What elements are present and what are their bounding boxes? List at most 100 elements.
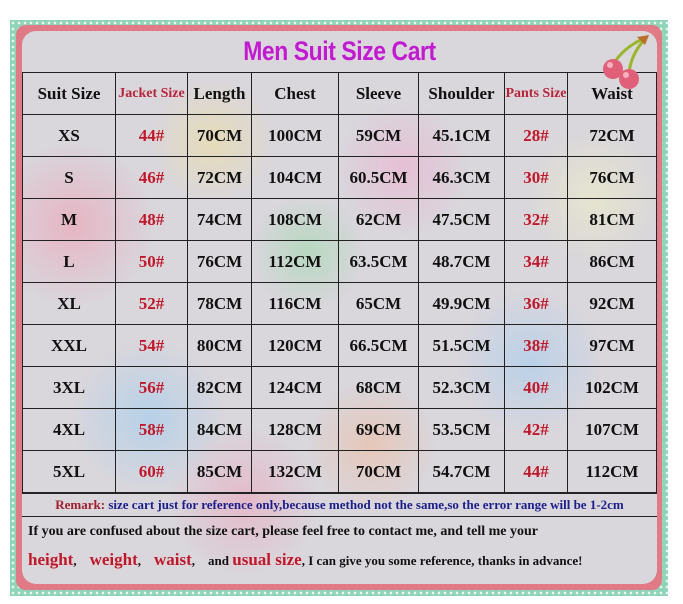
cell-chest: 104CM	[251, 156, 339, 199]
cell-jacket-size: 60#	[115, 450, 188, 493]
pink-frame: Men Suit Size Cart Suit Size Jacket Size…	[16, 25, 662, 590]
cell-chest: 128CM	[251, 408, 339, 451]
cell-pants-size: 44#	[504, 450, 568, 493]
table-row: 4XL 58# 84CM 128CM 69CM 53.5CM 42# 107CM	[22, 408, 657, 451]
cell-sleeve: 69CM	[338, 408, 419, 451]
cell-chest: 108CM	[251, 198, 339, 241]
header-pants-size: Pants Size	[504, 72, 568, 115]
cell-shoulder: 52.3CM	[418, 366, 505, 409]
remark-label: Remark:	[55, 497, 106, 512]
cell-pants-size: 38#	[504, 324, 568, 367]
remark-text: size cart just for reference only,becaus…	[108, 497, 624, 512]
cell-jacket-size: 46#	[115, 156, 188, 199]
header-jacket-size: Jacket Size	[115, 72, 188, 115]
header-sleeve: Sleeve	[338, 72, 419, 115]
header-shoulder: Shoulder	[418, 72, 505, 115]
table-row: 5XL 60# 85CM 132CM 70CM 54.7CM 44# 112CM	[22, 450, 657, 493]
cell-chest: 116CM	[251, 282, 339, 325]
cell-jacket-size: 48#	[115, 198, 188, 241]
cell-waist: 112CM	[567, 450, 657, 493]
contact-note: If you are confused about the size cart,…	[22, 517, 657, 576]
cell-sleeve: 60.5CM	[338, 156, 419, 199]
cell-sleeve: 70CM	[338, 450, 419, 493]
cell-length: 74CM	[187, 198, 252, 241]
cell-sleeve: 63.5CM	[338, 240, 419, 283]
note-line-2: height, weight, waist, and usual size, I…	[28, 550, 583, 569]
cell-sleeve: 62CM	[338, 198, 419, 241]
cell-suit-size: S	[22, 156, 116, 199]
cell-suit-size: 5XL	[22, 450, 116, 493]
cell-waist: 102CM	[567, 366, 657, 409]
table-row: 3XL 56# 82CM 124CM 68CM 52.3CM 40# 102CM	[22, 366, 657, 409]
cell-suit-size: XL	[22, 282, 116, 325]
remark: Remark: size cart just for reference onl…	[22, 493, 657, 517]
header-length: Length	[187, 72, 252, 115]
cell-pants-size: 30#	[504, 156, 568, 199]
header-suit-size: Suit Size	[22, 72, 116, 115]
cell-pants-size: 36#	[504, 282, 568, 325]
cell-jacket-size: 52#	[115, 282, 188, 325]
cell-sleeve: 68CM	[338, 366, 419, 409]
note-height: height	[28, 550, 74, 569]
note-line-1: If you are confused about the size cart,…	[28, 524, 538, 539]
cell-length: 84CM	[187, 408, 252, 451]
size-chart-panel: Men Suit Size Cart Suit Size Jacket Size…	[22, 31, 657, 584]
cell-suit-size: L	[22, 240, 116, 283]
header-waist: Waist	[567, 72, 657, 115]
cell-sleeve: 59CM	[338, 114, 419, 157]
table-row: L 50# 76CM 112CM 63.5CM 48.7CM 34# 86CM	[22, 240, 657, 283]
cell-waist: 72CM	[567, 114, 657, 157]
cell-chest: 112CM	[251, 240, 339, 283]
cell-chest: 120CM	[251, 324, 339, 367]
chart-title: Men Suit Size Cart	[243, 36, 436, 66]
cell-pants-size: 42#	[504, 408, 568, 451]
table-row: XL 52# 78CM 116CM 65CM 49.9CM 36# 92CM	[22, 282, 657, 325]
table-row: XS 44# 70CM 100CM 59CM 45.1CM 28# 72CM	[22, 114, 657, 157]
cell-pants-size: 34#	[504, 240, 568, 283]
cell-shoulder: 49.9CM	[418, 282, 505, 325]
note-and: and	[208, 553, 230, 568]
cell-sleeve: 65CM	[338, 282, 419, 325]
cell-jacket-size: 44#	[115, 114, 188, 157]
cell-suit-size: XS	[22, 114, 116, 157]
cell-length: 78CM	[187, 282, 252, 325]
cell-suit-size: 3XL	[22, 366, 116, 409]
cell-length: 82CM	[187, 366, 252, 409]
table-row: S 46# 72CM 104CM 60.5CM 46.3CM 30# 76CM	[22, 156, 657, 199]
note-usual-size: usual size	[232, 550, 302, 569]
cell-sleeve: 66.5CM	[338, 324, 419, 367]
cell-shoulder: 51.5CM	[418, 324, 505, 367]
cell-shoulder: 48.7CM	[418, 240, 505, 283]
cell-waist: 92CM	[567, 282, 657, 325]
note-weight: weight	[89, 550, 138, 569]
header-chest: Chest	[251, 72, 339, 115]
cell-suit-size: 4XL	[22, 408, 116, 451]
cell-jacket-size: 56#	[115, 366, 188, 409]
note-waist: waist	[154, 550, 192, 569]
cell-suit-size: M	[22, 198, 116, 241]
table-row: M 48# 74CM 108CM 62CM 47.5CM 32# 81CM	[22, 198, 657, 241]
cell-waist: 86CM	[567, 240, 657, 283]
cell-length: 85CM	[187, 450, 252, 493]
cell-chest: 124CM	[251, 366, 339, 409]
size-table: Suit Size Jacket Size Length Chest Sleev…	[22, 72, 657, 493]
cell-jacket-size: 54#	[115, 324, 188, 367]
table-row: XXL 54# 80CM 120CM 66.5CM 51.5CM 38# 97CM	[22, 324, 657, 367]
cell-waist: 97CM	[567, 324, 657, 367]
cell-waist: 107CM	[567, 408, 657, 451]
dotted-border: Men Suit Size Cart Suit Size Jacket Size…	[10, 20, 668, 596]
cherry-icon	[603, 35, 649, 89]
cell-chest: 132CM	[251, 450, 339, 493]
cell-waist: 76CM	[567, 156, 657, 199]
cell-shoulder: 45.1CM	[418, 114, 505, 157]
cell-shoulder: 54.7CM	[418, 450, 505, 493]
note-tail: , I can give you some reference, thanks …	[301, 553, 583, 568]
cell-waist: 81CM	[567, 198, 657, 241]
cell-shoulder: 47.5CM	[418, 198, 505, 241]
cell-jacket-size: 50#	[115, 240, 188, 283]
cell-suit-size: XXL	[22, 324, 116, 367]
cell-length: 72CM	[187, 156, 252, 199]
header-row: Suit Size Jacket Size Length Chest Sleev…	[22, 72, 657, 115]
cell-chest: 100CM	[251, 114, 339, 157]
cell-length: 76CM	[187, 240, 252, 283]
